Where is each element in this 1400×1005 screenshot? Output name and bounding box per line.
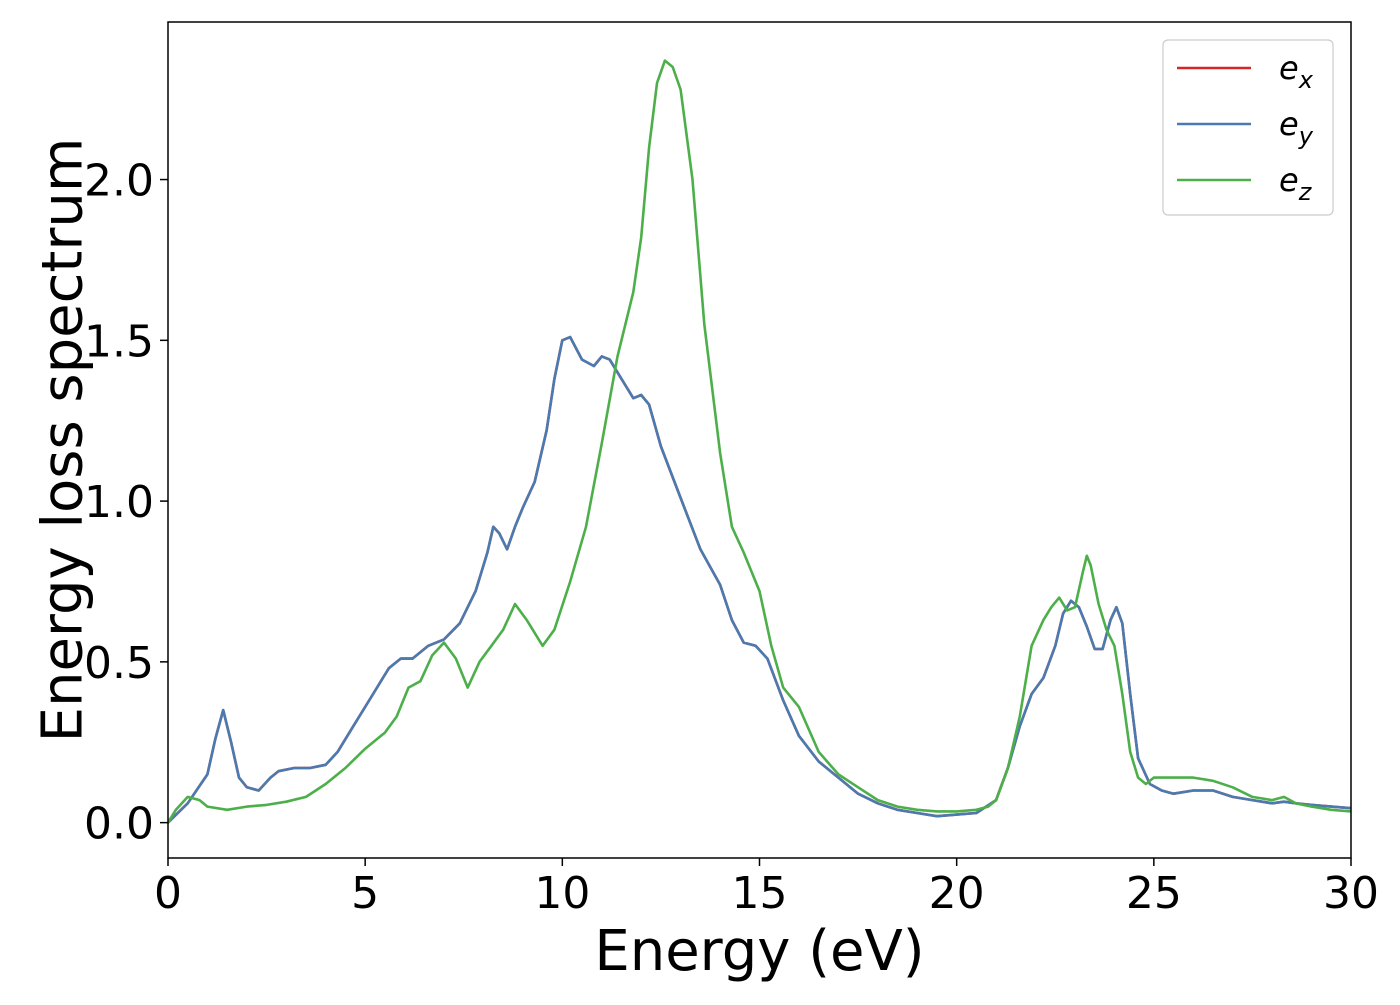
y-tick-label: 0.5 (84, 638, 154, 689)
series-layer (168, 59, 1351, 824)
x-tick-label: 10 (534, 868, 590, 919)
series-line-y (168, 335, 1351, 824)
y-tick-label: 1.5 (84, 316, 154, 367)
legend-box (1162, 39, 1334, 216)
legend-item-z: ez (1177, 161, 1313, 206)
legend: ex ey ez (1162, 39, 1334, 216)
legend-label: ex (1279, 49, 1314, 94)
y-axis-title: Energy loss spectrum (31, 138, 96, 743)
legend-label: ez (1279, 161, 1313, 206)
x-tick-label: 5 (351, 868, 379, 919)
x-tick-label: 25 (1126, 868, 1182, 919)
x-tick-label: 0 (154, 868, 182, 919)
y-tick-label: 0.0 (84, 799, 154, 850)
x-axis-ticks: 0 5 10 15 20 25 30 (154, 858, 1379, 919)
x-tick-label: 20 (929, 868, 985, 919)
x-tick-label: 15 (732, 868, 788, 919)
y-axis-ticks: 0.0 0.5 1.0 1.5 2.0 (84, 156, 168, 850)
series-line-x (168, 335, 1351, 824)
legend-item-x: ex (1177, 49, 1314, 94)
legend-label: ey (1279, 105, 1314, 150)
x-axis-title: Energy (eV) (594, 919, 924, 984)
series-line-z (168, 59, 1351, 824)
x-tick-label: 30 (1323, 868, 1379, 919)
legend-item-y: ey (1177, 105, 1314, 150)
legend-items: ex ey ez (1177, 49, 1314, 206)
y-tick-label: 2.0 (84, 156, 154, 207)
y-tick-label: 1.0 (84, 477, 154, 528)
